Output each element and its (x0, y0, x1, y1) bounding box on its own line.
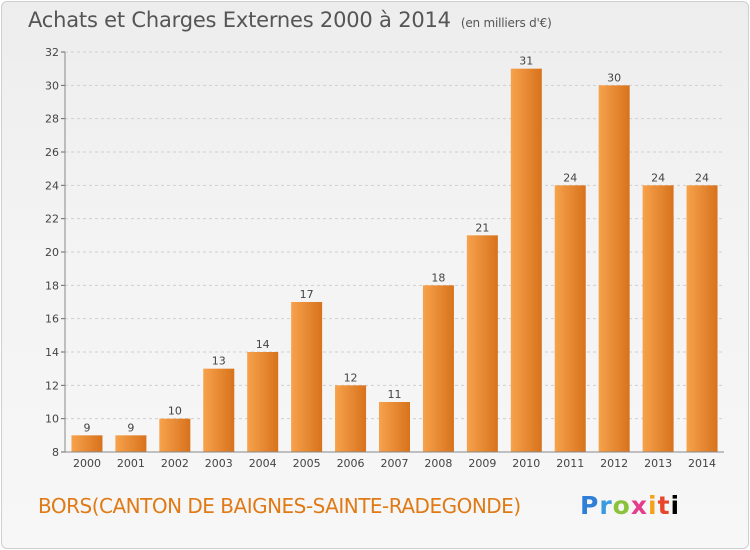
bar (422, 285, 454, 452)
x-tick-label: 2006 (337, 457, 365, 470)
y-axis: 8 10 12 14 16 18 20 22 24 26 28 30 32 (45, 46, 66, 459)
y-tick-label: 22 (45, 213, 59, 226)
x-tick-label: 2008 (424, 457, 452, 470)
y-tick-label: 26 (45, 146, 59, 159)
bar-value-label: 24 (695, 171, 709, 184)
x-tick-label: 2005 (293, 457, 321, 470)
bar-value-label: 10 (168, 405, 182, 418)
bar (203, 368, 235, 452)
y-tick-label: 28 (45, 113, 59, 126)
x-tick-label: 2002 (161, 457, 189, 470)
x-tick-label: 2011 (556, 457, 584, 470)
bar (291, 302, 323, 452)
bar-value-label: 11 (388, 388, 402, 401)
x-tick-label: 2001 (117, 457, 145, 470)
logo-letter: r (599, 491, 613, 520)
bar (642, 185, 674, 453)
bar (554, 185, 586, 453)
bar-value-label: 18 (431, 271, 445, 284)
bar-value-label: 24 (563, 171, 577, 184)
logo-letter: i (670, 491, 681, 520)
bar-value-label: 21 (475, 221, 489, 234)
chart-unit-label: (en milliers d'€) (460, 16, 552, 30)
bar (686, 185, 718, 453)
bar-value-label: 13 (212, 355, 226, 368)
x-tick-label: 2013 (644, 457, 672, 470)
bar (247, 352, 279, 452)
bar-value-label: 12 (344, 371, 358, 384)
bar (379, 402, 410, 452)
y-tick-label: 14 (45, 346, 59, 359)
x-tick-label: 2003 (205, 457, 233, 470)
x-tick-label: 2012 (600, 457, 628, 470)
x-tick-label: 2004 (249, 457, 277, 470)
bar-value-label: 14 (256, 338, 270, 351)
y-tick-label: 8 (52, 446, 59, 459)
y-tick-label: 18 (45, 279, 59, 292)
y-tick-label: 24 (45, 179, 59, 192)
y-tick-label: 30 (45, 79, 59, 92)
bars: 9 9 10 13 14 17 12 11 18 21 31 24 30 24 24 (71, 55, 718, 453)
x-tick-label: 2010 (512, 457, 540, 470)
bar-value-label: 24 (651, 171, 665, 184)
bar (159, 418, 191, 452)
chart-title: Achats et Charges Externes 2000 à 2014 (e… (28, 8, 552, 32)
x-axis: 2000 2001 2002 2003 2004 2005 2006 2007 2008 2009… (65, 451, 724, 470)
location-label: BORS(CANTON DE BAIGNES-SAINTE-RADEGONDE) (38, 494, 521, 518)
logo-letter: x (630, 491, 648, 520)
logo-letter: t (657, 491, 671, 520)
y-tick-label: 12 (45, 379, 59, 392)
logo-letter: P (580, 491, 600, 520)
y-tick-label: 32 (45, 46, 59, 59)
bar (510, 68, 542, 453)
x-tick-label: 2014 (688, 457, 716, 470)
bar (71, 435, 103, 452)
x-tick-label: 2007 (381, 457, 409, 470)
bar-value-label: 9 (83, 421, 90, 434)
bar-value-label: 9 (127, 421, 134, 434)
proxiti-logo: Proxiti (580, 491, 680, 520)
logo-letter: i (648, 491, 658, 520)
logo-letter: o (612, 491, 631, 520)
y-tick-label: 16 (45, 313, 59, 326)
bar (335, 385, 367, 452)
bar-value-label: 30 (607, 71, 621, 84)
bar (466, 235, 498, 452)
x-tick-label: 2009 (468, 457, 496, 470)
bar (115, 435, 147, 452)
chart-title-text: Achats et Charges Externes 2000 à 2014 (28, 8, 451, 32)
bar-value-label: 17 (300, 288, 314, 301)
y-tick-label: 20 (45, 246, 59, 259)
y-tick-label: 10 (45, 413, 59, 426)
bar (598, 85, 630, 452)
x-tick-label: 2000 (73, 457, 101, 470)
bar-value-label: 31 (519, 55, 533, 68)
